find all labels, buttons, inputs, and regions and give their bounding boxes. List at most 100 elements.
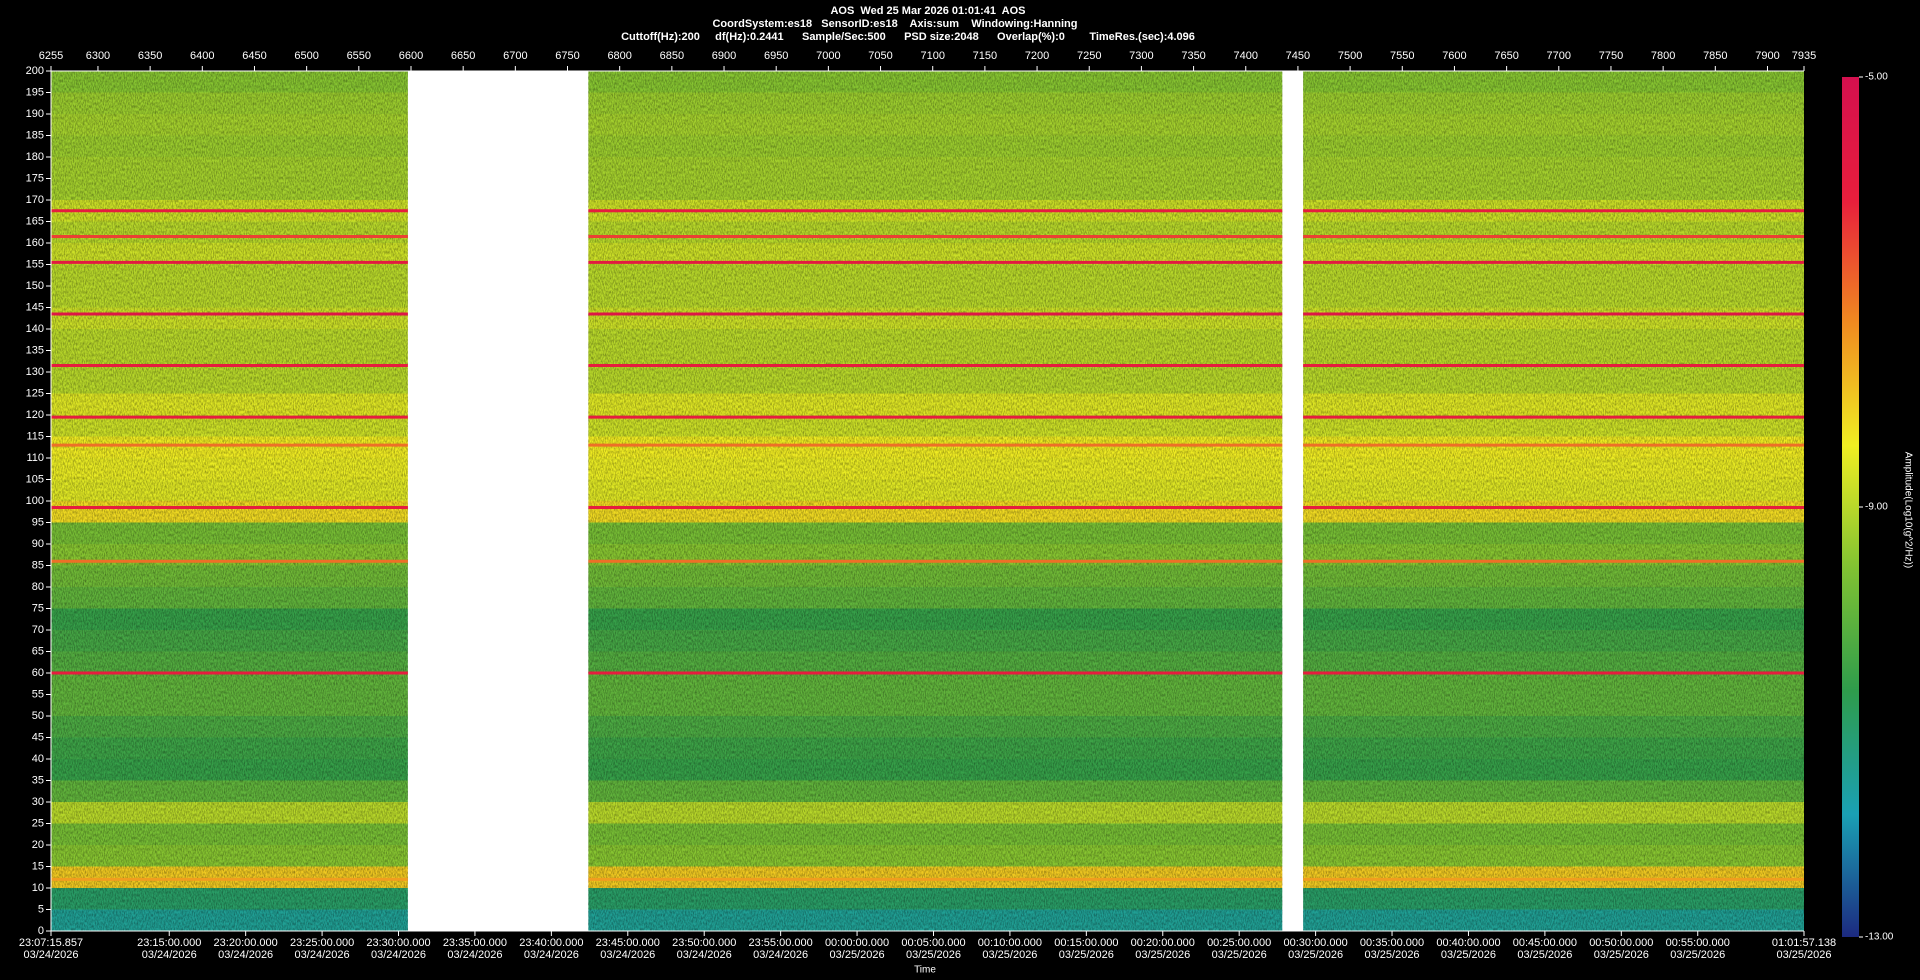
x-tick-label: 6600 xyxy=(399,50,423,62)
y-tick-label: 130 xyxy=(26,366,44,378)
x-tick-label: 7450 xyxy=(1286,50,1310,62)
y-tick-label: 65 xyxy=(32,645,44,657)
y-tick-label: 150 xyxy=(26,280,44,292)
time-tick-label: 00:25:00.000 xyxy=(1207,937,1271,949)
date-tick-label: 03/25/2026 xyxy=(1059,949,1114,961)
date-tick-label: 03/25/2026 xyxy=(1135,949,1190,961)
date-tick-label: 03/24/2026 xyxy=(295,949,350,961)
x-tick-label: 7850 xyxy=(1703,50,1727,62)
x-tick-label: 7250 xyxy=(1077,50,1101,62)
time-tick-label: 23:15:00.000 xyxy=(137,937,201,949)
colorbar-tick-label: -5.00 xyxy=(1865,72,1888,83)
date-tick-label: 03/24/2026 xyxy=(447,949,502,961)
time-tick-label: 00:20:00.000 xyxy=(1131,937,1195,949)
date-tick-label: 03/24/2026 xyxy=(677,949,732,961)
x-tick-label: 7150 xyxy=(973,50,997,62)
x-tick-label: 6350 xyxy=(138,50,162,62)
date-tick-label: 03/24/2026 xyxy=(371,949,426,961)
x-tick-label: 7100 xyxy=(920,50,944,62)
x-tick-label: 6450 xyxy=(242,50,266,62)
x-tick-label: 7000 xyxy=(816,50,840,62)
time-tick-label: 00:55:00.000 xyxy=(1666,937,1730,949)
date-tick-label: 03/25/2026 xyxy=(1670,949,1725,961)
x-tick-label: 7800 xyxy=(1651,50,1675,62)
time-tick-label: 01:01:57.138 xyxy=(1772,937,1836,949)
x-tick-label: 7650 xyxy=(1494,50,1518,62)
date-tick-label: 03/24/2026 xyxy=(142,949,197,961)
y-tick-label: 135 xyxy=(26,344,44,356)
y-tick-label: 75 xyxy=(32,602,44,614)
time-tick-label: 23:45:00.000 xyxy=(596,937,660,949)
y-tick-label: 50 xyxy=(32,710,44,722)
date-tick-label: 03/25/2026 xyxy=(982,949,1037,961)
date-tick-label: 03/24/2026 xyxy=(218,949,273,961)
x-tick-label: 6800 xyxy=(607,50,631,62)
date-tick-label: 03/25/2026 xyxy=(830,949,885,961)
x-tick-label: 6950 xyxy=(764,50,788,62)
time-tick-label: 23:35:00.000 xyxy=(443,937,507,949)
x-tick-label: 7750 xyxy=(1599,50,1623,62)
x-tick-label: 6550 xyxy=(347,50,371,62)
y-tick-label: 45 xyxy=(32,731,44,743)
y-tick-label: 100 xyxy=(26,495,44,507)
y-tick-label: 0 xyxy=(38,925,44,937)
y-tick-label: 170 xyxy=(26,194,44,206)
x-tick-label: 7900 xyxy=(1755,50,1779,62)
date-tick-label: 03/25/2026 xyxy=(906,949,961,961)
colorbar-tick-label: -13.00 xyxy=(1865,932,1894,943)
y-tick-label: 160 xyxy=(26,237,44,249)
noise-texture xyxy=(51,71,408,931)
colorbar-title: Amplitude(Log10(g^2/Hz)) xyxy=(1902,452,1913,568)
y-tick-label: 180 xyxy=(26,151,44,163)
time-tick-label: 23:20:00.000 xyxy=(214,937,278,949)
x-tick-label: 6750 xyxy=(555,50,579,62)
chart-title: AOS Wed 25 Mar 2026 01:01:41 AOS xyxy=(830,5,1025,17)
y-tick-label: 90 xyxy=(32,538,44,550)
x-tick-label: 6400 xyxy=(190,50,214,62)
y-tick-label: 20 xyxy=(32,839,44,851)
date-tick-label: 03/25/2026 xyxy=(1441,949,1496,961)
time-tick-label: 23:50:00.000 xyxy=(672,937,736,949)
y-tick-label: 10 xyxy=(32,882,44,894)
date-tick-label: 03/24/2026 xyxy=(524,949,579,961)
x-tick-label: 7600 xyxy=(1442,50,1466,62)
time-tick-label: 00:45:00.000 xyxy=(1513,937,1577,949)
time-tick-label: 00:35:00.000 xyxy=(1360,937,1424,949)
y-tick-label: 125 xyxy=(26,387,44,399)
x-axis-title: Time xyxy=(914,965,936,976)
x-tick-label: 7300 xyxy=(1129,50,1153,62)
date-tick-label: 03/25/2026 xyxy=(1517,949,1572,961)
time-tick-label: 23:55:00.000 xyxy=(749,937,813,949)
x-tick-label: 7550 xyxy=(1390,50,1414,62)
y-tick-label: 185 xyxy=(26,129,44,141)
y-tick-label: 145 xyxy=(26,301,44,313)
y-tick-label: 155 xyxy=(26,258,44,270)
subtitle: CoordSystem:es18 SensorID:es18 Axis:sum … xyxy=(712,18,1077,30)
date-tick-label: 03/25/2026 xyxy=(1365,949,1420,961)
date-tick-label: 03/24/2026 xyxy=(23,949,78,961)
y-tick-label: 60 xyxy=(32,667,44,679)
time-tick-label: 00:50:00.000 xyxy=(1589,937,1653,949)
y-tick-label: 15 xyxy=(32,860,44,872)
y-tick-label: 30 xyxy=(32,796,44,808)
x-tick-label: 7500 xyxy=(1338,50,1362,62)
x-tick-label: 7200 xyxy=(1025,50,1049,62)
y-tick-label: 190 xyxy=(26,108,44,120)
y-tick-label: 55 xyxy=(32,688,44,700)
x-tick-label: 6255 xyxy=(39,50,63,62)
date-tick-label: 03/25/2026 xyxy=(1212,949,1267,961)
x-tick-label: 7050 xyxy=(868,50,892,62)
y-tick-label: 95 xyxy=(32,516,44,528)
colorbar-tick-label: -9.00 xyxy=(1865,502,1888,513)
time-tick-label: 23:30:00.000 xyxy=(366,937,430,949)
x-tick-label: 6500 xyxy=(294,50,318,62)
y-tick-label: 40 xyxy=(32,753,44,765)
y-tick-label: 70 xyxy=(32,624,44,636)
noise-texture xyxy=(1303,71,1804,931)
date-tick-label: 03/25/2026 xyxy=(1776,949,1831,961)
x-tick-label: 7935 xyxy=(1792,50,1816,62)
y-tick-label: 80 xyxy=(32,581,44,593)
y-tick-label: 85 xyxy=(32,559,44,571)
y-tick-label: 35 xyxy=(32,774,44,786)
